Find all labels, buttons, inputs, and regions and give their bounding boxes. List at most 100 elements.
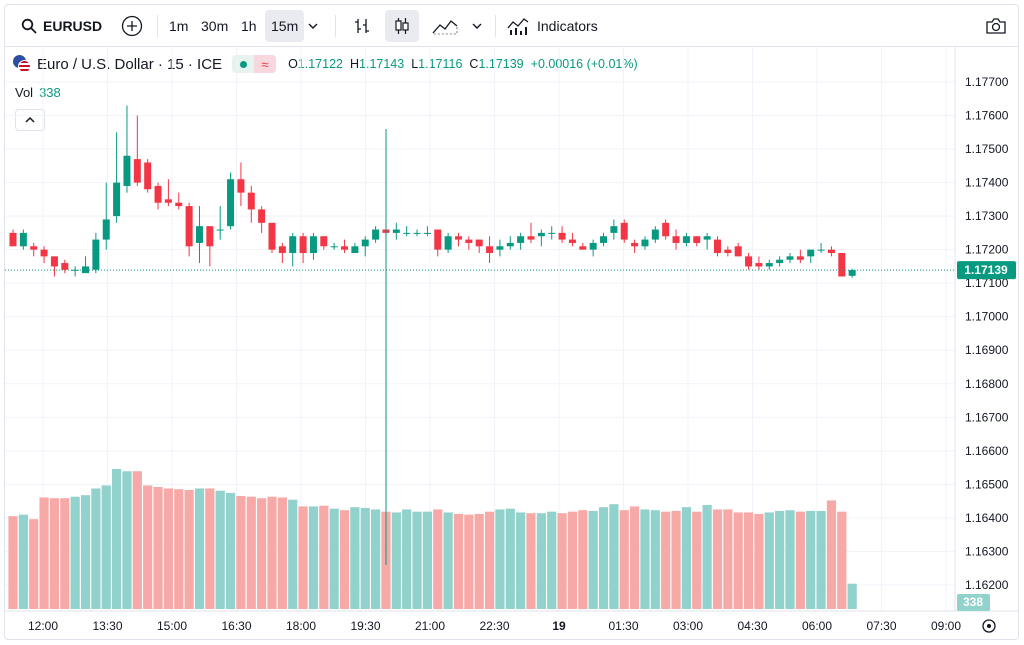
- candle-body: [548, 232, 556, 234]
- candle-body: [486, 246, 494, 254]
- volume-bar: [505, 508, 515, 609]
- volume-bar: [484, 511, 495, 609]
- time-tick-label: 03:00: [673, 619, 703, 633]
- candle-body: [506, 242, 514, 247]
- indicators-label: Indicators: [537, 18, 598, 34]
- market-status-badge[interactable]: ≈: [232, 55, 277, 73]
- price-tick-label: 1.17000: [965, 310, 1009, 324]
- volume-bar: [174, 489, 184, 609]
- candle-body: [465, 239, 473, 243]
- candle-body: [682, 236, 690, 243]
- timeframe-30m[interactable]: 30m: [201, 18, 229, 34]
- time-tick-label: 07:30: [866, 619, 896, 633]
- volume-bar: [775, 510, 785, 609]
- price-tick-label: 1.17500: [965, 142, 1009, 156]
- volume-bar: [60, 498, 70, 609]
- candle-body: [206, 226, 214, 247]
- volume-bar: [516, 512, 526, 609]
- symbol-search-button[interactable]: EURUSD: [15, 10, 108, 42]
- series-title[interactable]: Euro / U.S. Dollar · 15 · ICE: [37, 55, 223, 73]
- price-tick-label: 1.16700: [965, 410, 1009, 424]
- candle-body: [268, 222, 276, 250]
- time-axis[interactable]: 12:00 13:30 15:00 16:30 18:00 19:30 21:00 22:30…: [5, 610, 1019, 633]
- volume-bar: [816, 510, 826, 609]
- candle-body: [423, 232, 431, 234]
- price-tick-label: 1.17200: [965, 243, 1009, 257]
- price-tick-label: 1.16400: [965, 511, 1009, 525]
- volume-bar: [8, 516, 18, 609]
- candle-body: [537, 232, 545, 237]
- indicators-button[interactable]: Indicators: [501, 10, 604, 42]
- timeframe-1m[interactable]: 1m: [169, 18, 189, 34]
- low-value: 1.17116: [418, 57, 463, 71]
- collapse-legend-button[interactable]: [15, 109, 45, 131]
- candle-body: [92, 239, 100, 270]
- search-icon: [21, 18, 37, 34]
- time-tick-label: 12:00: [28, 619, 58, 633]
- volume-bar: [381, 511, 391, 609]
- volume-bar: [661, 511, 671, 609]
- candle-body: [610, 226, 618, 233]
- screenshot-button[interactable]: [980, 10, 1012, 42]
- volume-bar: [743, 512, 754, 609]
- candle-body: [30, 246, 38, 250]
- volume-bar: [692, 511, 702, 609]
- toolbar-divider: [495, 15, 496, 37]
- volume-bar: [474, 513, 484, 609]
- candle-body: [827, 249, 835, 254]
- price-chart[interactable]: 1.17700 1.17600 1.17500 1.17400 1.17300 1.172…: [5, 5, 1019, 640]
- volume-bar: [371, 509, 381, 609]
- series-legend: Euro / U.S. Dollar · 15 · ICE ≈ O1.17122…: [13, 55, 638, 73]
- delayed-data-icon: ≈: [254, 55, 277, 73]
- candle-body: [672, 236, 680, 243]
- chart-settings-button[interactable]: [982, 619, 996, 633]
- volume-bar: [764, 512, 774, 609]
- time-tick-label: 06:00: [802, 619, 832, 633]
- volume-bar: [588, 510, 598, 609]
- candle-body: [734, 246, 742, 257]
- price-tick-label: 1.16300: [965, 544, 1009, 558]
- volume-bar: [557, 513, 567, 609]
- candle-body: [434, 229, 442, 250]
- candle-body: [620, 222, 628, 240]
- volume-bar: [495, 509, 505, 609]
- ohlc-bars-icon: [355, 19, 369, 33]
- indicators-icon: [507, 18, 529, 35]
- candle-body: [765, 263, 773, 267]
- market-open-dot-icon: [232, 55, 255, 73]
- candle-body: [403, 232, 411, 234]
- volume-bar: [132, 471, 142, 609]
- timeframe-dropdown-button[interactable]: [301, 10, 325, 42]
- volume-bar: [215, 490, 225, 609]
- volume-bar: [91, 488, 101, 609]
- candles-chart-type-button[interactable]: [385, 10, 419, 42]
- candle-body: [713, 239, 721, 254]
- candle-body: [330, 246, 338, 248]
- timeframe-15m[interactable]: 15m: [265, 10, 305, 42]
- price-axis[interactable]: 1.17700 1.17600 1.17500 1.17400 1.17300 1.172…: [954, 47, 1009, 611]
- candle-body: [9, 232, 17, 247]
- candle-body: [133, 159, 141, 183]
- volume-bar: [360, 507, 370, 609]
- timeframe-1h[interactable]: 1h: [241, 18, 257, 34]
- volume-bar: [205, 488, 215, 609]
- volume-bar: [712, 509, 723, 609]
- volume-bar: [194, 488, 205, 609]
- compare-symbol-button[interactable]: [115, 10, 149, 42]
- symbol-label: EURUSD: [43, 18, 103, 34]
- last-value-markers: 1.17139 338: [5, 129, 1016, 611]
- volume-bar: [443, 512, 453, 609]
- bar-chart-type-button[interactable]: [345, 10, 379, 42]
- candle-body: [258, 209, 266, 223]
- candle-body: [361, 239, 369, 247]
- area-chart-type-button[interactable]: [425, 10, 465, 42]
- candle-body: [641, 239, 649, 247]
- candle-body: [817, 249, 825, 251]
- currency-flags-icon: [13, 55, 31, 73]
- candle-body: [693, 236, 701, 243]
- price-tick-label: 1.17700: [965, 75, 1009, 89]
- volume-bar: [153, 486, 163, 609]
- candle-body: [341, 246, 349, 250]
- volume-bar: [547, 511, 557, 609]
- chart-type-dropdown-button[interactable]: [465, 10, 489, 42]
